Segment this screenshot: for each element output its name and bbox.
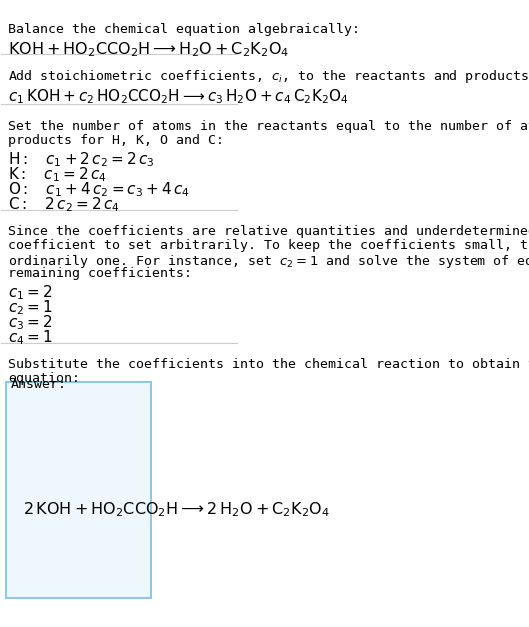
Text: coefficient to set arbitrarily. To keep the coefficients small, the arbitrary va: coefficient to set arbitrarily. To keep … — [8, 240, 529, 252]
Text: $c_3 = 2$: $c_3 = 2$ — [8, 313, 53, 332]
Text: $\mathrm{H:}\quad c_1 + 2\,c_2 = 2\,c_3$: $\mathrm{H:}\quad c_1 + 2\,c_2 = 2\,c_3$ — [8, 150, 155, 169]
Text: products for H, K, O and C:: products for H, K, O and C: — [8, 134, 224, 147]
Text: $c_4 = 1$: $c_4 = 1$ — [8, 328, 53, 347]
Text: equation:: equation: — [8, 372, 80, 385]
Text: remaining coefficients:: remaining coefficients: — [8, 266, 193, 280]
Text: $\mathrm{O:}\quad c_1 + 4\,c_2 = c_3 + 4\,c_4$: $\mathrm{O:}\quad c_1 + 4\,c_2 = c_3 + 4… — [8, 180, 190, 199]
Text: $2\,\mathrm{KOH + HO_2CCO_2H} \longrightarrow 2\,\mathrm{H_2O + C_2K_2O_4}$: $2\,\mathrm{KOH + HO_2CCO_2H} \longright… — [23, 501, 330, 519]
Text: $c_2 = 1$: $c_2 = 1$ — [8, 298, 53, 317]
Text: Set the number of atoms in the reactants equal to the number of atoms in the: Set the number of atoms in the reactants… — [8, 120, 529, 133]
Text: $c_1\,\mathrm{KOH} + c_2\,\mathrm{HO_2CCO_2H} \longrightarrow c_3\,\mathrm{H_2O}: $c_1\,\mathrm{KOH} + c_2\,\mathrm{HO_2CC… — [8, 87, 349, 105]
Text: $\mathrm{K:}\quad c_1 = 2\,c_4$: $\mathrm{K:}\quad c_1 = 2\,c_4$ — [8, 165, 107, 184]
Text: Balance the chemical equation algebraically:: Balance the chemical equation algebraica… — [8, 23, 360, 36]
Text: Add stoichiometric coefficients, $c_i$, to the reactants and products:: Add stoichiometric coefficients, $c_i$, … — [8, 68, 529, 85]
Text: Since the coefficients are relative quantities and underdetermined, choose a: Since the coefficients are relative quan… — [8, 226, 529, 238]
Text: ordinarily one. For instance, set $c_2 = 1$ and solve the system of equations fo: ordinarily one. For instance, set $c_2 =… — [8, 253, 529, 270]
Text: Answer:: Answer: — [11, 378, 67, 391]
FancyBboxPatch shape — [6, 382, 151, 598]
Text: Substitute the coefficients into the chemical reaction to obtain the balanced: Substitute the coefficients into the che… — [8, 359, 529, 371]
Text: $\mathrm{KOH + HO_2CCO_2H \longrightarrow H_2O + C_2K_2O_4}$: $\mathrm{KOH + HO_2CCO_2H \longrightarro… — [8, 40, 290, 59]
Text: $\mathrm{C:}\quad 2\,c_2 = 2\,c_4$: $\mathrm{C:}\quad 2\,c_2 = 2\,c_4$ — [8, 195, 120, 214]
Text: $c_1 = 2$: $c_1 = 2$ — [8, 283, 53, 302]
